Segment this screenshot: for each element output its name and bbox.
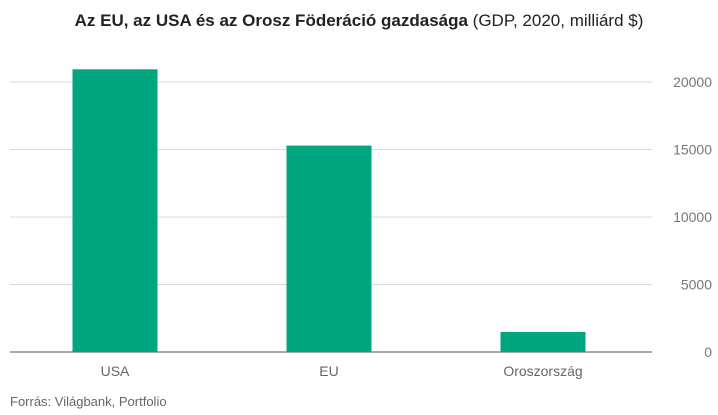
y-tick-label: 5000 xyxy=(681,277,712,293)
y-tick-label: 20000 xyxy=(673,74,712,90)
bar-eu xyxy=(286,145,372,352)
chart-title: Az EU, az USA és az Orosz Föderáció gazd… xyxy=(0,8,718,33)
chart-title-bold: Az EU, az USA és az Orosz Föderáció gazd… xyxy=(74,11,468,30)
x-tick-label: Oroszország xyxy=(503,363,582,379)
bar-oroszország xyxy=(500,332,586,352)
chart-title-rest: (GDP, 2020, milliárd $) xyxy=(467,11,644,30)
y-tick-label: 10000 xyxy=(673,209,712,225)
source-note: Forrás: Világbank, Portfolio xyxy=(10,394,167,409)
y-tick-label: 0 xyxy=(704,344,712,360)
bar-usa xyxy=(72,69,158,352)
y-tick-label: 15000 xyxy=(673,142,712,158)
x-tick-label: USA xyxy=(101,363,130,379)
x-tick-label: EU xyxy=(319,363,338,379)
